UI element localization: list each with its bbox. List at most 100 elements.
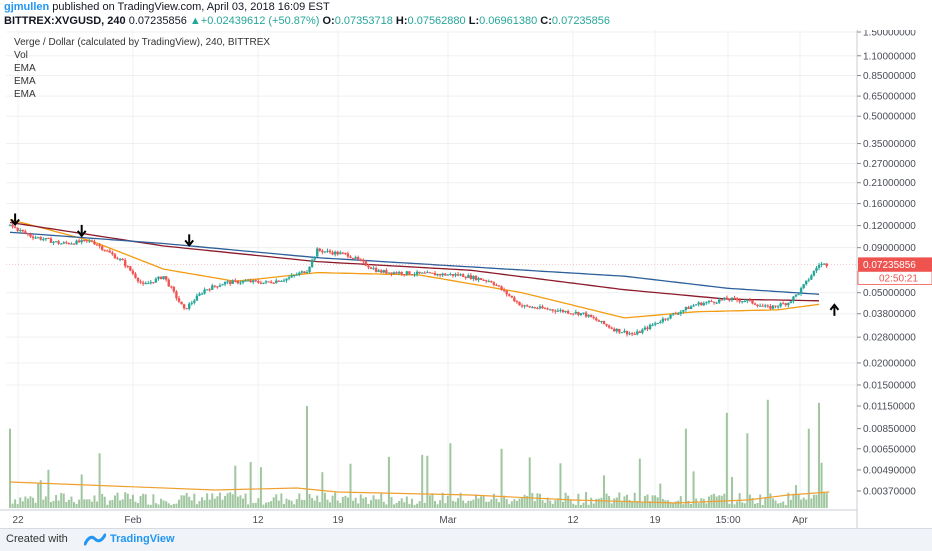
candle-body bbox=[164, 276, 168, 280]
volume-bar bbox=[14, 499, 17, 508]
volume-bar bbox=[147, 504, 150, 508]
volume-bar bbox=[254, 502, 257, 508]
volume-bar bbox=[631, 501, 634, 508]
candle-body bbox=[198, 293, 201, 296]
candle-body bbox=[533, 307, 537, 309]
candle-body bbox=[789, 301, 793, 303]
volume-bar bbox=[730, 476, 733, 508]
volume-bar bbox=[113, 495, 116, 508]
author-link[interactable]: gjmullen bbox=[4, 1, 50, 13]
ohlc-line: BITTREX:XVGUSD, 240 0.07235856 ▲+0.02439… bbox=[4, 15, 610, 27]
legend-item-ema-3[interactable]: EMA bbox=[14, 89, 36, 100]
candle-body bbox=[630, 333, 634, 335]
candle-body bbox=[784, 303, 787, 306]
candle-body bbox=[34, 237, 37, 239]
candle-body bbox=[807, 279, 810, 281]
volume-bar bbox=[777, 503, 780, 508]
candle-body bbox=[36, 237, 40, 239]
volume-bar bbox=[457, 498, 460, 508]
volume-tick-label: 0.00850000 bbox=[863, 424, 916, 435]
volume-bar bbox=[477, 498, 480, 508]
candle-body bbox=[239, 282, 242, 284]
arrow-down-icon bbox=[76, 224, 87, 238]
candle-body bbox=[267, 281, 270, 283]
candle-body bbox=[349, 256, 352, 258]
volume-bar bbox=[80, 474, 83, 508]
candle-body bbox=[60, 243, 63, 245]
candle-body bbox=[257, 280, 260, 283]
candle-body bbox=[653, 323, 657, 325]
candle-body bbox=[715, 302, 718, 304]
high-label: H: bbox=[395, 15, 408, 27]
candle-body bbox=[436, 274, 439, 276]
volume-bar bbox=[741, 502, 744, 508]
change-value: +0.02439612 (+50.87%) bbox=[200, 15, 320, 27]
volume-bar bbox=[485, 501, 488, 508]
volume-tick-label: 0.00370000 bbox=[863, 487, 916, 498]
volume-bar bbox=[592, 503, 595, 508]
candle-body bbox=[11, 224, 14, 227]
volume-bar bbox=[423, 502, 426, 508]
candle-body bbox=[249, 280, 252, 283]
volume-bar bbox=[206, 493, 209, 508]
close-label: C: bbox=[540, 15, 552, 27]
volume-bar bbox=[536, 493, 539, 508]
candle-body bbox=[93, 241, 96, 245]
legend-title: Verge / Dollar (calculated by TradingVie… bbox=[14, 37, 271, 48]
volume-bar bbox=[464, 503, 467, 508]
candle-body bbox=[185, 308, 188, 310]
candle-body bbox=[52, 241, 55, 243]
volume-bar bbox=[308, 494, 311, 508]
volume-bar bbox=[9, 428, 11, 508]
candle-body bbox=[659, 321, 662, 323]
volume-bar bbox=[393, 504, 396, 508]
candle-body bbox=[515, 301, 519, 303]
volume-bar bbox=[451, 500, 454, 508]
publish-line: gjmullen published on TradingView.com, A… bbox=[4, 1, 330, 13]
volume-bar bbox=[510, 501, 513, 508]
volume-bar bbox=[75, 503, 78, 508]
legend-item-vol[interactable]: Vol bbox=[14, 50, 28, 61]
candle-body bbox=[193, 300, 196, 303]
volume-bar bbox=[820, 462, 823, 508]
volume-bar bbox=[459, 492, 462, 508]
candle-body bbox=[75, 240, 78, 245]
arrow-down-icon bbox=[184, 234, 194, 247]
volume-bar bbox=[382, 501, 385, 508]
volume-bar bbox=[131, 494, 134, 508]
candle-body bbox=[505, 290, 508, 295]
candle-body bbox=[77, 240, 81, 243]
volume-bar bbox=[134, 501, 137, 508]
candle-body bbox=[536, 308, 539, 310]
legend-item-ema-2[interactable]: EMA bbox=[14, 76, 36, 87]
candle-body bbox=[339, 252, 342, 255]
volume-bar bbox=[503, 495, 506, 508]
candle-body bbox=[85, 240, 89, 242]
volume-bar bbox=[587, 504, 590, 508]
candle-body bbox=[223, 281, 227, 285]
candle-body bbox=[787, 302, 790, 306]
volume-bar bbox=[403, 502, 406, 508]
candle-body bbox=[170, 286, 173, 288]
candle-body bbox=[382, 270, 385, 273]
candle-body bbox=[131, 270, 135, 274]
candle-body bbox=[90, 240, 94, 242]
volume-bar bbox=[339, 502, 342, 508]
candle-body bbox=[277, 280, 281, 282]
volume-bar bbox=[474, 494, 477, 508]
volume-bar bbox=[677, 500, 680, 508]
candle-body bbox=[159, 276, 163, 280]
legend-item-ema-1[interactable]: EMA bbox=[14, 63, 36, 74]
volume-bar bbox=[288, 499, 291, 508]
candle-body bbox=[356, 257, 360, 260]
candle-body bbox=[228, 281, 232, 284]
candle-body bbox=[292, 274, 296, 276]
volume-bar bbox=[751, 498, 754, 508]
candle-body bbox=[67, 242, 71, 244]
candle-body bbox=[134, 273, 137, 278]
volume-bar bbox=[154, 503, 157, 508]
volume-bar bbox=[684, 428, 687, 508]
volume-bar bbox=[500, 448, 503, 508]
price-chart[interactable]: 1.50000000 1.10000000 0.85000000 0.65000000… bbox=[0, 30, 932, 528]
tradingview-brand[interactable]: TradingView bbox=[110, 533, 175, 545]
